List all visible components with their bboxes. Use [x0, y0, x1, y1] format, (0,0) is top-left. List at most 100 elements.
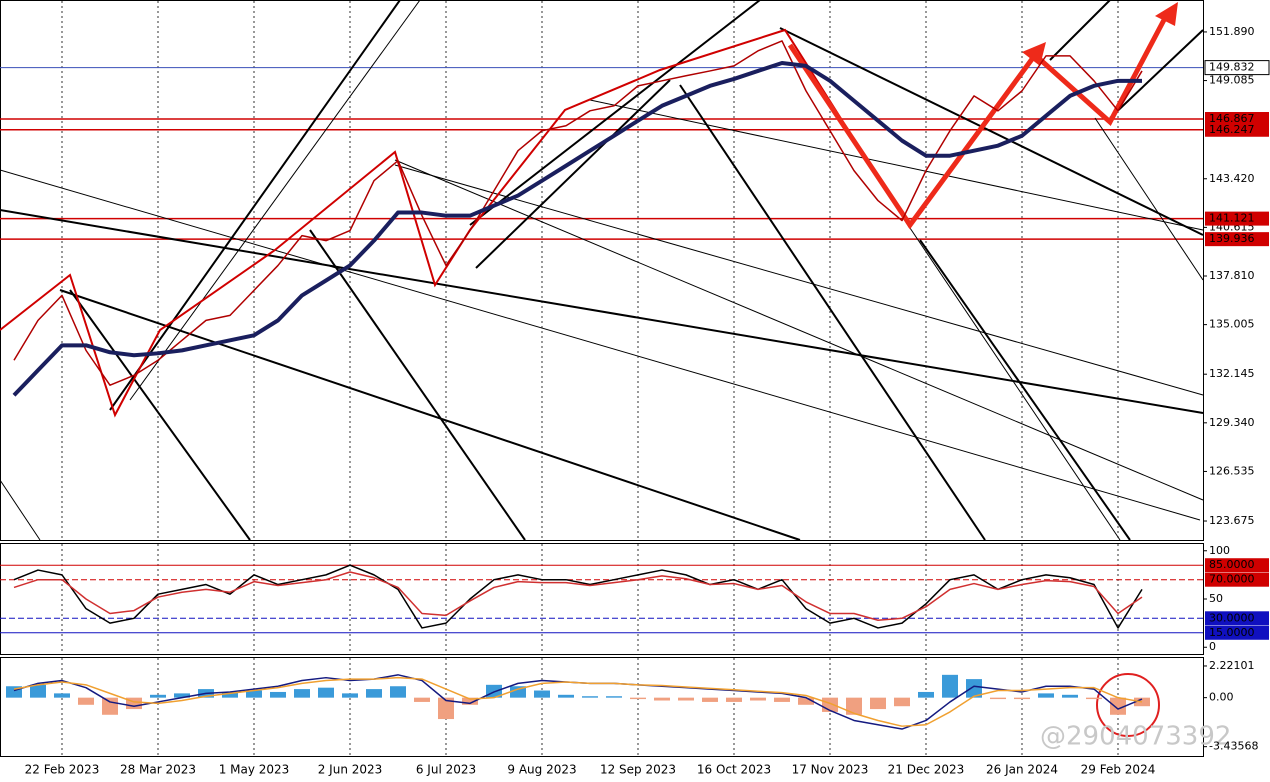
level-label-box [1205, 232, 1269, 247]
trend-lines [0, 0, 1204, 541]
price-pane [0, 0, 1204, 541]
x-tick-label: 17 Nov 2023 [792, 763, 869, 777]
histogram-bar [510, 686, 526, 698]
histogram-bar [342, 693, 358, 698]
histogram-bar [222, 691, 238, 698]
highlight-circle [1096, 673, 1160, 737]
histogram-bar [270, 691, 286, 698]
y-tick-label: 151.890 [1209, 25, 1255, 38]
x-tick-label: 26 Jan 2024 [986, 763, 1058, 777]
histogram-bar [390, 686, 406, 698]
y-tick-label: 0 [1209, 640, 1216, 653]
y-tick-label: 126.535 [1209, 464, 1255, 477]
histogram-bar [1014, 697, 1030, 700]
histogram-bar [102, 697, 118, 715]
histogram-bar [870, 697, 886, 710]
histogram-bar [78, 697, 94, 705]
y-tick-label: 149.085 [1209, 74, 1255, 87]
level-label: 146.247 [1209, 123, 1255, 136]
histogram-bar [1110, 697, 1126, 715]
y-tick-label: -3.43568 [1209, 740, 1258, 753]
series [6, 40, 1150, 730]
y-tick-label: 132.145 [1209, 367, 1255, 380]
level-label: 15.0000 [1209, 626, 1255, 639]
series-line [13, 571, 1143, 621]
series-line [13, 40, 1143, 386]
y-tick-label: 143.420 [1209, 172, 1255, 185]
level-label: 30.0000 [1209, 611, 1255, 624]
histogram-bar [30, 684, 46, 698]
y-tick-label: 135.005 [1209, 318, 1255, 331]
y-tick-label: 129.340 [1209, 416, 1255, 429]
histogram-bar [1038, 693, 1054, 698]
y-tick-label: 123.675 [1209, 514, 1255, 527]
histogram-bar [678, 697, 694, 701]
histogram-bar [1086, 697, 1102, 700]
y-tick-label: 0.00 [1209, 691, 1234, 704]
histogram-bar [654, 697, 670, 701]
histogram-bar [774, 697, 790, 702]
level-label: 85.0000 [1209, 558, 1255, 571]
y-tick-label: 2.22101 [1209, 659, 1255, 672]
histogram-bar [6, 686, 22, 698]
histogram-bar [246, 690, 262, 698]
histogram-bar [318, 687, 334, 698]
watermark: @2904073392 [1040, 722, 1231, 752]
x-tick-label: 21 Dec 2023 [888, 763, 965, 777]
level-label: 139.936 [1209, 232, 1255, 245]
macd-pane [0, 657, 1204, 757]
level-label-box [1205, 558, 1269, 573]
histogram-bar [702, 697, 718, 702]
histogram-bar [534, 690, 550, 698]
histogram-bar [942, 674, 958, 698]
histogram-bar [174, 693, 190, 698]
histogram-bar [606, 696, 622, 698]
x-tick-label: 2 Jun 2023 [318, 763, 383, 777]
series-line [13, 564, 1143, 629]
histogram-bar [726, 697, 742, 702]
x-tick-label: 1 May 2023 [219, 763, 290, 777]
y-tick-label: 100 [1209, 544, 1230, 557]
histogram-bar [1062, 694, 1078, 698]
histogram-bar [918, 691, 934, 698]
histogram-bar [294, 689, 310, 698]
histogram-bar [54, 693, 70, 698]
grid [0, 1, 1203, 756]
histogram-bar [966, 679, 982, 698]
level-label-box [1204, 60, 1270, 76]
oscillator-pane [0, 543, 1204, 655]
series-line [13, 676, 1143, 727]
histogram-bar [126, 697, 142, 710]
histogram-bar [750, 697, 766, 701]
x-tick-label: 12 Sep 2023 [600, 763, 676, 777]
pattern-lines [0, 28, 911, 418]
y-tick-label: 137.810 [1209, 269, 1255, 282]
histogram-bar [558, 694, 574, 698]
level-label: 149.832 [1209, 61, 1255, 74]
forecast-arrows [787, 2, 1178, 230]
series-line [12, 60, 1142, 397]
histogram-bar [150, 694, 166, 698]
level-label: 70.0000 [1209, 573, 1255, 586]
histogram-bar [894, 697, 910, 707]
level-label: 141.121 [1209, 212, 1255, 225]
level-label-box [1205, 611, 1269, 626]
histogram-bar [462, 697, 478, 705]
level-label-box [1205, 211, 1269, 226]
histogram-bar [414, 697, 430, 702]
x-tick-label: 28 Mar 2023 [120, 763, 196, 777]
level-label-box [1205, 112, 1269, 127]
level-label-box [1205, 122, 1269, 137]
histogram-bar [798, 697, 814, 705]
histogram-bar [630, 697, 646, 700]
y-tick-label: 50 [1209, 592, 1223, 605]
histogram-bar [438, 697, 454, 720]
x-tick-label: 29 Feb 2024 [1081, 763, 1156, 777]
level-label-box [1205, 572, 1269, 587]
histogram-bar [990, 697, 1006, 700]
histogram-bar [366, 689, 382, 698]
histogram-bar [582, 696, 598, 698]
histogram-bar [846, 697, 862, 715]
level-label-box [1205, 625, 1269, 640]
